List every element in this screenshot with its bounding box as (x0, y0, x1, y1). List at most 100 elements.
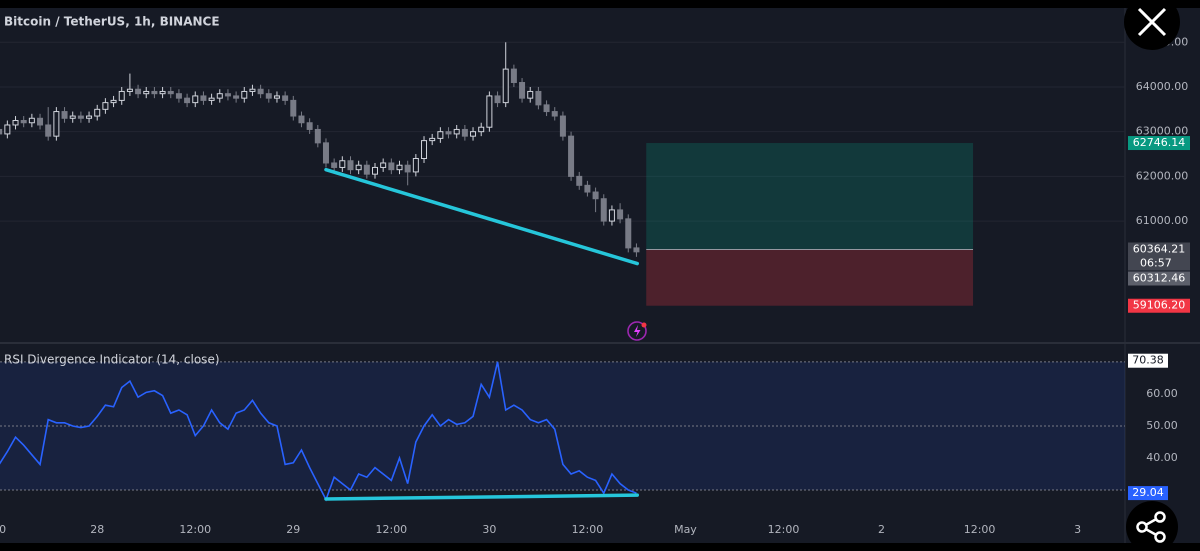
candle-body (265, 93, 272, 99)
candle-body (510, 68, 517, 84)
candle-body (535, 90, 542, 106)
share-button[interactable] (1126, 501, 1178, 551)
divergence-line (324, 167, 640, 266)
y-tick-label: 50.00 (1146, 419, 1178, 432)
stop-zone (646, 249, 974, 306)
y-tick-label: 61000.00 (1136, 214, 1189, 227)
close-circle (1124, 0, 1180, 50)
x-tick-label: 30 (482, 523, 496, 536)
candle-body (404, 164, 411, 173)
x-tick-label: 12:00 (768, 523, 800, 536)
candle-body (576, 175, 583, 186)
chart-background (0, 8, 1200, 543)
x-tick-label: 2 (878, 523, 885, 536)
candle-body (282, 95, 289, 101)
candle-body (372, 166, 378, 175)
candle-body (568, 135, 575, 177)
close-button[interactable] (1124, 0, 1180, 50)
candle-body (461, 128, 468, 137)
candle-body (28, 117, 35, 124)
candle-body (94, 108, 101, 117)
share-circle (1126, 501, 1178, 551)
candle-body (502, 68, 509, 104)
price-label-bg (1128, 271, 1190, 286)
candle-body (249, 88, 256, 92)
divergence-line (324, 493, 640, 501)
candle-body (126, 88, 133, 92)
price-label: 60364.21 (1133, 243, 1186, 256)
candle-body (453, 128, 460, 135)
candle-body (339, 160, 346, 168)
candle-body (470, 131, 477, 137)
chart-layer: 65000.0064000.0063000.0062000.0061000.00… (0, 35, 1190, 536)
y-tick-label: 40.00 (1146, 451, 1178, 464)
candle-body (314, 128, 321, 144)
candle-body (347, 160, 354, 171)
share-node (1154, 531, 1166, 543)
y-tick-label: 63000.00 (1136, 125, 1189, 138)
candle-body (306, 122, 313, 130)
countdown: 06:57 (1140, 257, 1172, 270)
price-label: 60312.46 (1133, 272, 1186, 285)
x-tick-label: May (674, 523, 697, 536)
price-label-bg (1128, 242, 1190, 257)
y-tick-label: 62000.00 (1136, 169, 1189, 182)
indicator-legend: RSI Divergence Indicator (14, close) (4, 353, 220, 367)
x-tick-label: 12:00 (964, 523, 996, 536)
icon-bolt (634, 325, 641, 337)
candle-body (110, 99, 117, 104)
chart-title: Bitcoin / TetherUS, 1h, BINANCE (4, 15, 220, 29)
candle-body (551, 111, 558, 117)
x-tick-label: 12:00 (375, 523, 407, 536)
candle-body (543, 104, 550, 113)
candle-body (69, 115, 76, 119)
candle-body (20, 120, 27, 124)
candle-body (322, 142, 329, 164)
candle-body (396, 164, 403, 171)
candle-body (151, 90, 158, 95)
candle-body (633, 247, 640, 253)
candle-body (257, 88, 264, 95)
share-node (1154, 511, 1166, 523)
candle-body (45, 124, 52, 137)
y-tick-label: 60.00 (1146, 387, 1178, 400)
y-tick-label: 64000.00 (1136, 80, 1189, 93)
x-tick-label: 3 (1074, 523, 1081, 536)
x-tick-label: 29 (286, 523, 300, 536)
x-tick-label: 12:00 (179, 523, 211, 536)
candle-body (4, 124, 11, 135)
candle-body (273, 95, 280, 99)
candle-body (625, 218, 632, 249)
x-tick-label: 00 (0, 523, 6, 536)
candle-body (559, 115, 566, 137)
candle-body (37, 117, 44, 126)
share-node (1136, 521, 1148, 533)
candle-body (412, 158, 419, 173)
candle-body (233, 95, 240, 99)
candle-body (12, 120, 19, 126)
candle-body (102, 102, 109, 110)
candle-body (486, 95, 493, 128)
price-label: 59106.20 (1133, 299, 1186, 312)
price-label-bg (1128, 136, 1190, 151)
candle-body (388, 162, 395, 171)
countdown-bg (1128, 256, 1190, 271)
candle-body (118, 90, 125, 101)
candle-body (53, 111, 60, 137)
candle-body (584, 184, 591, 193)
candle-body (192, 95, 199, 104)
candle-body (224, 93, 231, 97)
candle-body (429, 137, 436, 142)
candle-body (135, 88, 142, 95)
candle-body (290, 99, 297, 117)
icon-dot (641, 322, 647, 328)
candle-body (200, 95, 207, 101)
candle-body (208, 97, 215, 101)
candle-body (608, 209, 615, 222)
candle-body (519, 82, 526, 99)
replay-icon[interactable] (627, 321, 647, 341)
candle-body (175, 93, 182, 99)
value-label-bg (1128, 486, 1168, 501)
candle-body (61, 111, 68, 119)
candle-body (617, 209, 624, 220)
